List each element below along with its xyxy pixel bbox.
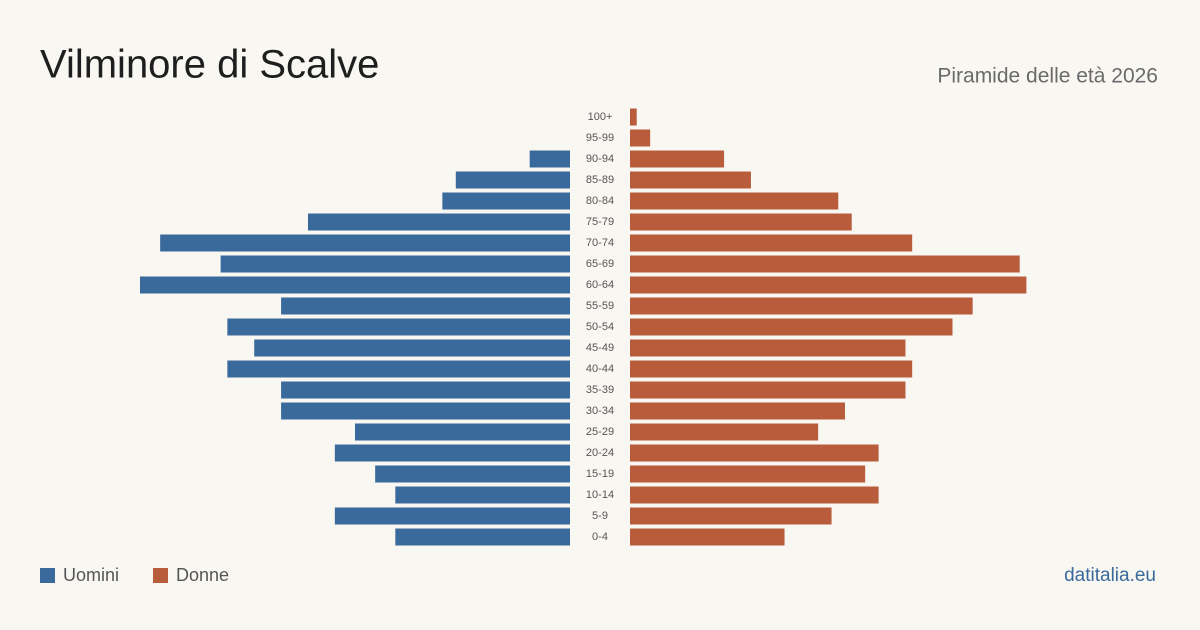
bar-female [630, 318, 953, 336]
bar-male [355, 423, 570, 441]
age-label: 60-64 [586, 279, 614, 291]
bar-male [395, 528, 570, 546]
bar-male [334, 444, 570, 462]
source: datitalia.eu [1064, 565, 1156, 586]
bar-female [630, 486, 879, 504]
bar-female [630, 507, 832, 525]
age-label: 75-79 [586, 216, 614, 228]
bar-female [630, 339, 906, 357]
bar-male [281, 381, 570, 399]
bar-female [630, 360, 913, 378]
age-label: 35-39 [586, 384, 614, 396]
age-label: 95-99 [586, 132, 614, 144]
age-label: 90-94 [586, 153, 614, 165]
bar-male [140, 276, 570, 294]
age-label: 80-84 [586, 195, 614, 207]
bar-female [630, 276, 1027, 294]
chart-subtitle: Piramide delle età 2026 [937, 65, 1158, 88]
bar-male [375, 465, 570, 483]
bar-female [630, 129, 651, 147]
bar-male [160, 234, 570, 252]
bar-male [442, 192, 570, 210]
bar-male [307, 213, 570, 231]
bar-male [227, 318, 570, 336]
bar-male [254, 339, 570, 357]
age-label: 65-69 [586, 258, 614, 270]
bar-female [630, 192, 839, 210]
age-label: 45-49 [586, 342, 614, 354]
age-label: 20-24 [586, 447, 614, 459]
bar-male [281, 297, 570, 315]
bar-female [630, 423, 819, 441]
age-label: 0-4 [592, 531, 608, 543]
bar-male [220, 255, 570, 273]
age-label: 40-44 [586, 363, 614, 375]
age-label: 70-74 [586, 237, 614, 249]
bar-female [630, 213, 852, 231]
age-label: 10-14 [586, 489, 614, 501]
age-label: 30-34 [586, 405, 614, 417]
chart-title: Vilminore di Scalve [40, 43, 379, 87]
bar-male [227, 360, 570, 378]
bar-female [630, 297, 973, 315]
bar-male [529, 150, 570, 168]
age-label: 100+ [588, 111, 613, 123]
legend-swatch [40, 568, 55, 583]
bar-female [630, 528, 785, 546]
age-label: 50-54 [586, 321, 614, 333]
bar-female [630, 171, 751, 189]
bar-male [455, 171, 570, 189]
age-label: 15-19 [586, 468, 614, 480]
bar-male [281, 402, 570, 420]
legend-label: Uomini [63, 565, 119, 585]
age-label: 55-59 [586, 300, 614, 312]
bar-female [630, 381, 906, 399]
age-label: 85-89 [586, 174, 614, 186]
age-label: 5-9 [592, 510, 608, 522]
bar-female [630, 108, 637, 126]
bar-female [630, 255, 1020, 273]
bar-female [630, 150, 725, 168]
bar-male [334, 507, 570, 525]
legend-swatch [153, 568, 168, 583]
age-label: 25-29 [586, 426, 614, 438]
bar-female [630, 444, 879, 462]
legend-label: Donne [176, 565, 229, 585]
bar-female [630, 465, 866, 483]
bar-male [395, 486, 570, 504]
bar-female [630, 234, 913, 252]
bar-female [630, 402, 845, 420]
